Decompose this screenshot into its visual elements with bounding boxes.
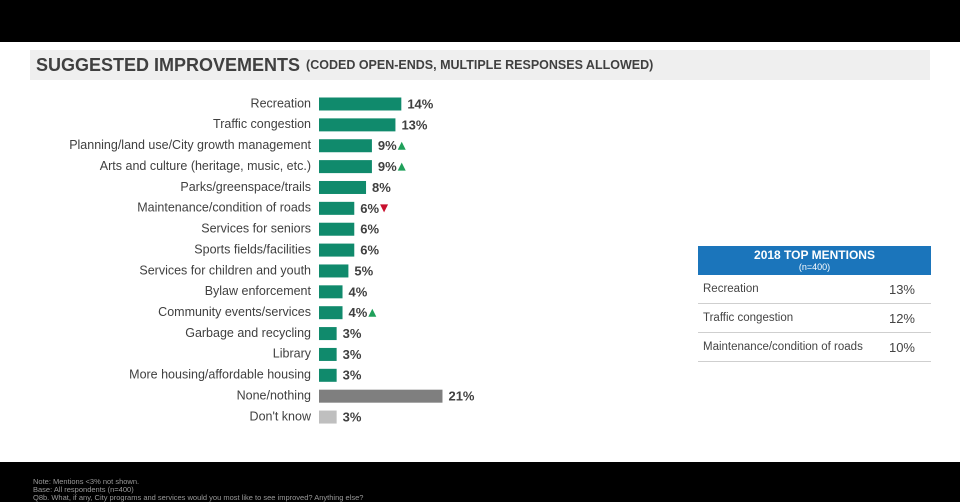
- category-label: Don't know: [250, 409, 312, 423]
- category-label: Parks/greenspace/trails: [180, 180, 311, 194]
- change-arrow: [397, 141, 406, 150]
- bar: [319, 389, 443, 403]
- table-title: 2018 TOP MENTIONS: [754, 248, 875, 262]
- category-label: Planning/land use/City growth management: [69, 138, 311, 152]
- row-value: 13%: [888, 281, 915, 297]
- value-label: 6%: [360, 243, 379, 258]
- chart-title: SUGGESTED IMPROVEMENTS (CODED OPEN-ENDS, …: [36, 55, 653, 75]
- title-banner: [30, 50, 930, 80]
- table-body: Recreation 13% Traffic congestion 12% Mainte…: [698, 275, 931, 362]
- row-value: 12%: [888, 310, 915, 326]
- category-label: More housing/affordable housing: [129, 368, 311, 382]
- category-label: Arts and culture (heritage, music, etc.): [100, 159, 311, 173]
- bar: [319, 327, 337, 341]
- bar: [319, 368, 337, 382]
- change-arrow: [397, 162, 406, 171]
- value-label: 13%: [401, 117, 427, 132]
- bar: [319, 306, 343, 320]
- bar: [319, 222, 355, 236]
- table-row: Recreation 13%: [698, 275, 931, 304]
- value-label: 4%: [349, 305, 368, 320]
- value-label: 3%: [343, 347, 362, 362]
- category-label: Bylaw enforcement: [205, 284, 312, 298]
- value-label: 9%: [378, 138, 397, 153]
- bar: [319, 285, 343, 299]
- bar: [319, 410, 337, 424]
- value-label: 3%: [343, 409, 362, 424]
- table: 2018 TOP MENTIONS (n=400) Recreation 13% T…: [698, 246, 931, 362]
- table-header: 2018 TOP MENTIONS (n=400): [698, 246, 931, 275]
- subtitle: (CODED OPEN-ENDS, MULTIPLE RESPONSES ALL…: [306, 58, 653, 72]
- table-row: Maintenance/condition of roads 10%: [698, 333, 931, 362]
- note: Note: Mentions <3% not shown.: [33, 477, 140, 486]
- chart: SUGGESTED IMPROVEMENTS (CODED OPEN-ENDS, …: [30, 50, 930, 424]
- value-label: 8%: [372, 180, 391, 195]
- bar: [319, 160, 372, 174]
- category-label: Maintenance/condition of roads: [137, 201, 311, 215]
- category-label: Community events/services: [158, 305, 311, 319]
- value-label: 21%: [448, 389, 474, 404]
- bar: [319, 264, 349, 278]
- category-label: Garbage and recycling: [185, 326, 311, 340]
- bar: [319, 180, 367, 194]
- row-value: 10%: [888, 339, 915, 355]
- category-label: Services for children and youth: [139, 263, 311, 277]
- category-label: Recreation: [251, 96, 311, 110]
- bar: [319, 139, 372, 153]
- note: Base: All respondents (n=400): [33, 485, 134, 494]
- bar: [319, 201, 355, 215]
- bar: [319, 347, 337, 361]
- table-subtitle: (n=400): [798, 262, 831, 272]
- value-label: 5%: [354, 263, 373, 278]
- bar: [319, 243, 355, 257]
- value-label: 6%: [360, 222, 379, 237]
- slide: SUGGESTED IMPROVEMENTS (CODED OPEN-ENDS, …: [0, 42, 960, 502]
- notes: Note: Mentions <3% not shown. Base: All r…: [33, 478, 363, 502]
- value-label: 3%: [343, 368, 362, 383]
- change-arrow: [380, 204, 389, 213]
- value-label: 4%: [349, 284, 368, 299]
- value-label: 6%: [360, 201, 379, 216]
- row-label: Maintenance/condition of roads: [703, 340, 863, 353]
- note: Q8b. What, if any, City programs and ser…: [33, 493, 364, 502]
- title: SUGGESTED IMPROVEMENTS: [36, 55, 300, 75]
- value-label: 3%: [343, 326, 362, 341]
- value-label: 14%: [407, 96, 433, 111]
- category-label: Traffic congestion: [213, 117, 311, 131]
- category-label: Services for seniors: [201, 222, 311, 236]
- change-arrow: [368, 308, 377, 317]
- category-label: Sports fields/facilities: [194, 242, 311, 256]
- category-label: None/nothing: [237, 388, 311, 402]
- category-label: Library: [273, 347, 312, 361]
- row-label: Traffic congestion: [703, 311, 794, 324]
- table-row: Traffic congestion 12%: [698, 304, 931, 333]
- bar: [319, 118, 396, 132]
- value-label: 9%: [378, 159, 397, 174]
- bar: [319, 97, 402, 111]
- row-label: Recreation: [703, 282, 759, 295]
